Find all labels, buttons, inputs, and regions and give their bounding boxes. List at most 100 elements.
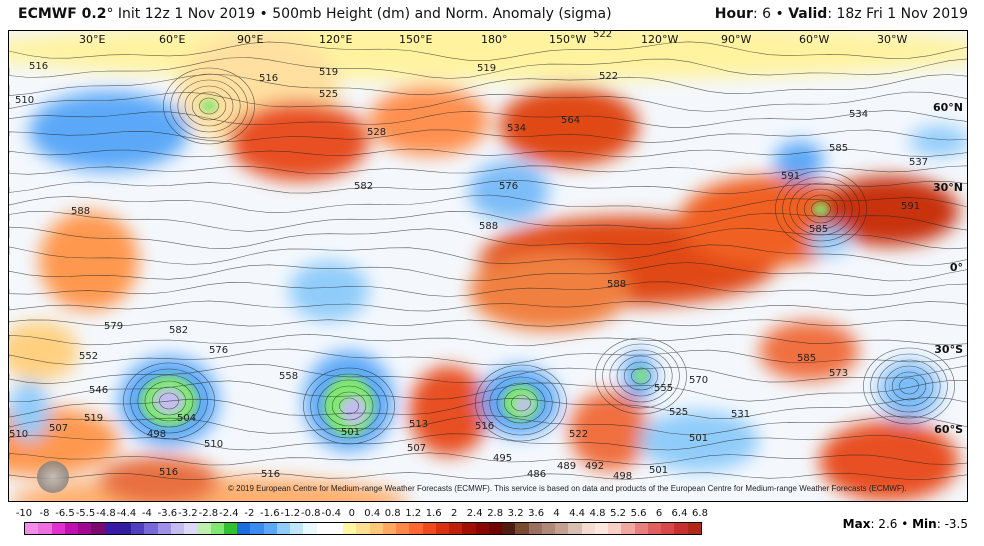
- height-contour: [9, 148, 967, 158]
- contour-label: 510: [15, 95, 35, 106]
- colorbar-swatch: [634, 523, 648, 534]
- contour-label: 582: [354, 181, 374, 192]
- colorbar-tick-label: 6.4: [671, 508, 688, 519]
- colorbar-swatch: [78, 523, 92, 534]
- colorbar-swatch: [25, 523, 39, 534]
- contour-label: 537: [909, 157, 929, 168]
- height-contour: [310, 373, 388, 439]
- contour-label: 588: [479, 221, 499, 232]
- contour-label: 582: [169, 325, 189, 336]
- contour-label: 591: [781, 171, 801, 182]
- height-contour: [9, 41, 967, 61]
- colorbar-tick-label: 6.8: [692, 508, 708, 519]
- colorbar-swatch: [422, 523, 436, 534]
- contour-label: 498: [147, 429, 167, 440]
- contour-label: 507: [407, 443, 427, 454]
- contour-label: 510: [204, 439, 224, 450]
- colorbar-swatch: [197, 523, 211, 534]
- height-contour: [324, 385, 374, 427]
- colorbar-swatch: [290, 523, 304, 534]
- colorbar-swatch: [104, 523, 118, 534]
- colorbar-swatch: [449, 523, 463, 534]
- anomaly-region: [99, 456, 219, 501]
- contour-label: 519: [84, 413, 104, 424]
- height-contour: [339, 397, 359, 415]
- height-contour: [9, 319, 967, 327]
- anomaly-region: [9, 381, 49, 441]
- colorbar-swatch: [502, 523, 516, 534]
- longitude-label: 150°E: [399, 33, 433, 46]
- height-contour: [811, 200, 831, 218]
- contour-label: 522: [599, 71, 619, 82]
- colorbar-swatch: [210, 523, 224, 534]
- contour-label: 501: [649, 465, 669, 476]
- longitude-label: 60°E: [159, 33, 186, 46]
- colorbar-tick-label: 4: [553, 508, 560, 519]
- anomaly-region: [569, 391, 649, 471]
- height-contour: [891, 371, 927, 401]
- colorbar-swatch: [555, 523, 569, 534]
- longitude-label: 90°W: [721, 33, 752, 46]
- contour-label: 585: [809, 224, 829, 235]
- colorbar-swatch: [462, 523, 476, 534]
- colorbar-tick-label: 0.4: [364, 508, 381, 519]
- colorbar: [24, 522, 702, 535]
- colorbar-tick-label: -2: [244, 508, 255, 519]
- contour-label: 519: [477, 63, 497, 74]
- max-label: Max: [842, 517, 871, 531]
- anomaly-core: [516, 397, 532, 413]
- contour-label: 576: [499, 181, 519, 192]
- colorbar-swatch: [409, 523, 423, 534]
- anomaly-region: [759, 321, 859, 381]
- height-contour: [9, 300, 967, 312]
- colorbar-tick-label: 2.4: [466, 508, 483, 519]
- colorbar-tick-label: -4: [141, 508, 152, 519]
- colorbar-tick-label: -0.4: [321, 508, 342, 519]
- colorbar-swatch: [51, 523, 65, 534]
- height-contour: [899, 377, 919, 395]
- height-contour: [782, 176, 860, 242]
- height-contour: [789, 182, 853, 236]
- colorbar-tick-label: 4.8: [589, 508, 606, 519]
- latitude-label: 30°N: [932, 181, 963, 194]
- height-contour: [130, 368, 208, 434]
- height-contour: [9, 281, 967, 297]
- anomaly-region: [774, 141, 824, 181]
- colorbar-tick-label: 1.2: [405, 508, 422, 519]
- colorbar-swatch: [91, 523, 105, 534]
- anomaly-region: [879, 361, 939, 421]
- anomaly-map: 30°E 60°E 90°E 120°E 150°E 180° 150°W 120°W 90°W…: [8, 30, 968, 502]
- height-contour: [9, 380, 967, 402]
- height-contour: [870, 353, 948, 419]
- colorbar-swatch: [594, 523, 608, 534]
- colorbar-swatch: [515, 523, 529, 534]
- contour-label: 534: [507, 123, 527, 134]
- height-contour: [9, 194, 967, 213]
- contour-label: 558: [279, 371, 299, 382]
- height-contour: [9, 57, 967, 79]
- contour-label: 489: [557, 461, 577, 472]
- height-contour: [863, 347, 955, 425]
- contour-label: 588: [71, 206, 91, 217]
- contour-label: 552: [79, 351, 99, 362]
- latitude-label: 60°N: [932, 101, 963, 114]
- colorbar-tick-label: 3.6: [528, 508, 545, 519]
- colorbar-swatch: [250, 523, 264, 534]
- anomaly-region: [409, 366, 489, 456]
- height-contour: [184, 85, 234, 127]
- height-contour: [623, 361, 659, 391]
- height-contour: [9, 433, 967, 451]
- max-value: : 2.6 •: [870, 517, 913, 531]
- contour-label: 546: [89, 385, 109, 396]
- anomaly-core: [635, 368, 647, 384]
- longitude-label: 150°W: [549, 33, 587, 46]
- height-contour: [9, 226, 967, 250]
- height-contour: [199, 97, 219, 115]
- height-contour: [317, 379, 381, 433]
- colorbar-swatch: [396, 523, 410, 534]
- colorbar-swatch: [329, 523, 343, 534]
- contour-label: 501: [341, 427, 361, 438]
- colorbar-labels: -10 -8 -6.5 -5.5 -4.8 -4.4 -4 -3.6 -3.2 -2.8 -2.4-…: [14, 508, 708, 520]
- colorbar-tick-label: -3.2: [178, 508, 198, 519]
- contour-label: 510: [9, 429, 29, 440]
